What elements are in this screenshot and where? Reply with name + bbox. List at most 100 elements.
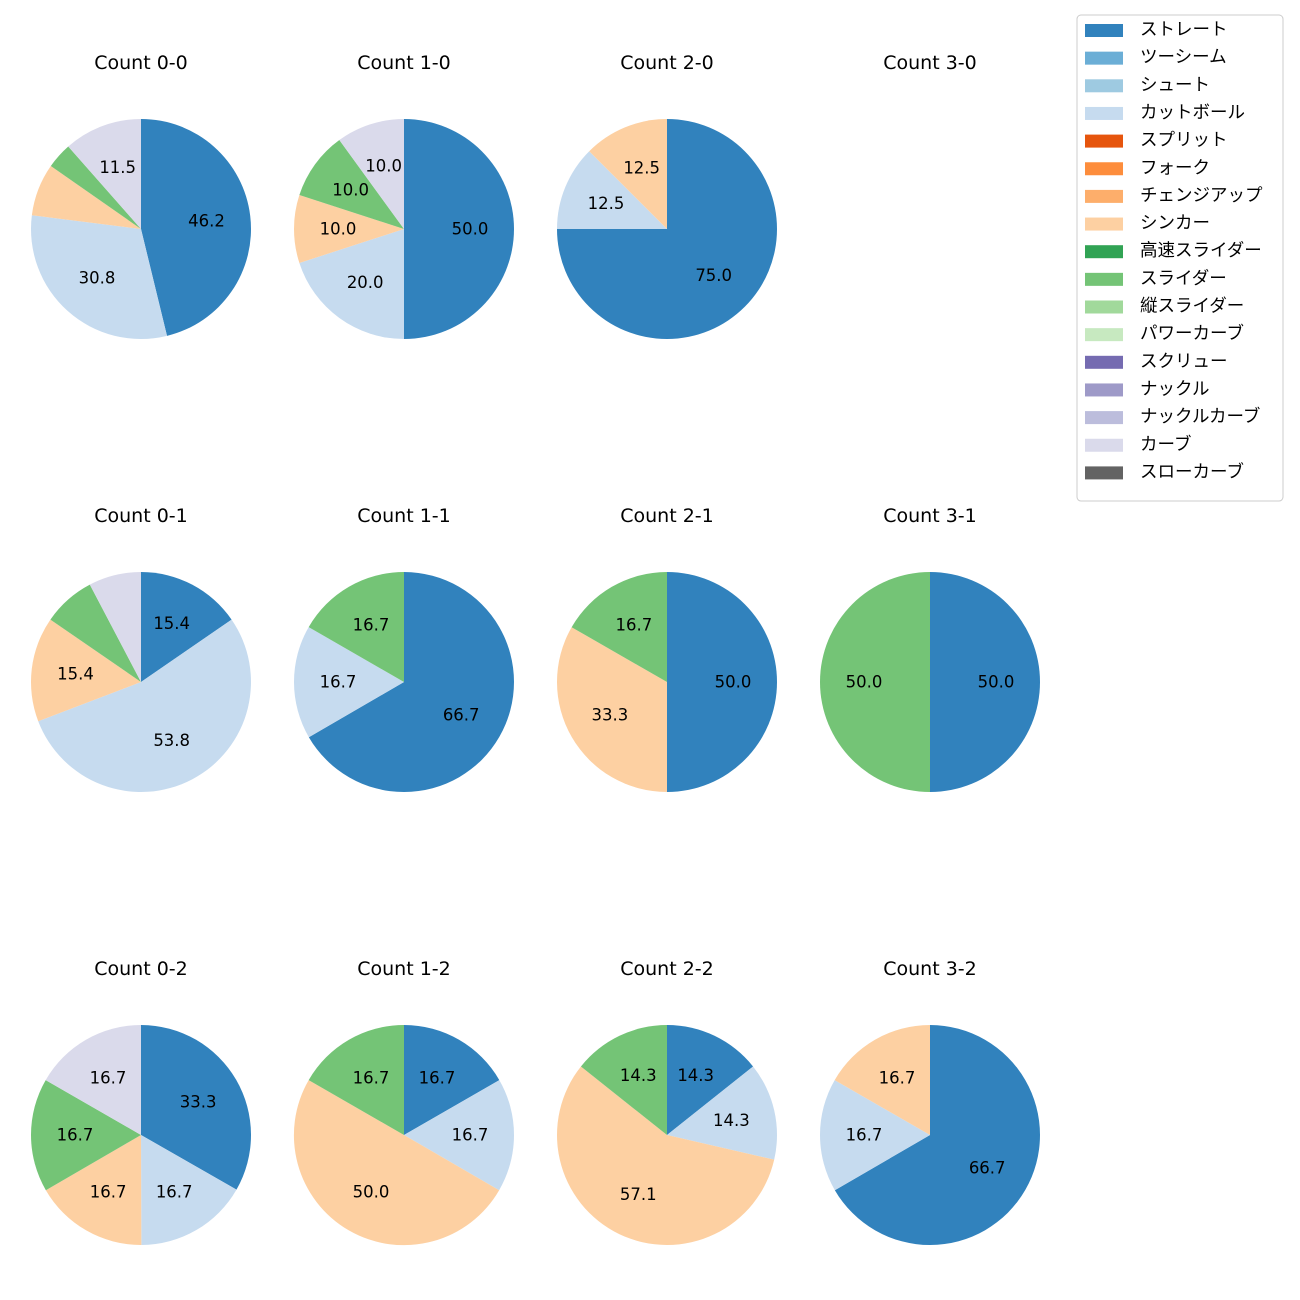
slice-value-label: 53.8 <box>153 731 190 750</box>
pie-slice <box>557 1066 775 1245</box>
legend-swatch <box>1085 106 1123 120</box>
pie-slice <box>404 1025 500 1135</box>
pie-slice <box>299 229 404 339</box>
legend-swatch <box>1085 355 1123 369</box>
pie-slice <box>141 1025 251 1190</box>
legend-label: スライダー <box>1140 269 1227 289</box>
pie-slice <box>339 119 404 229</box>
slice-value-label: 66.7 <box>443 705 480 724</box>
slice-value-label: 33.3 <box>592 706 629 725</box>
legend-label: カーブ <box>1140 434 1191 455</box>
pie-slice <box>68 119 141 229</box>
legend-label: フォーク <box>1140 158 1210 178</box>
panel-title: Count 0-1 <box>94 505 188 527</box>
slice-value-label: 16.7 <box>452 1126 489 1145</box>
pie-slice <box>31 166 141 229</box>
pie-slice <box>89 572 141 682</box>
pie-slice <box>45 1025 141 1135</box>
pie-slice <box>667 572 777 792</box>
slice-value-label: 16.7 <box>90 1183 127 1202</box>
pie-slice <box>31 215 168 339</box>
pie-panel: Count 2-0 75.0 12.5 12.5 <box>557 52 777 339</box>
slice-value-label: 15.4 <box>57 665 94 684</box>
legend-label: スローカーブ <box>1140 461 1244 482</box>
legend-swatch <box>1085 272 1123 286</box>
slice-value-label: 50.0 <box>715 673 752 692</box>
legend-swatch <box>1085 383 1123 397</box>
legend-swatch <box>1085 300 1123 314</box>
panel-title: Count 2-2 <box>620 958 714 980</box>
legend-label: 高速スライダー <box>1140 241 1262 261</box>
slice-value-label: 14.3 <box>677 1066 714 1085</box>
pie-slice <box>30 1080 141 1191</box>
legend-swatch <box>1085 411 1123 425</box>
pie-panel: Count 1-1 66.7 16.7 16.7 <box>293 505 514 792</box>
slice-value-label: 10.0 <box>332 181 369 200</box>
legend-label: カットボール <box>1140 103 1245 123</box>
panel-title: Count 1-0 <box>357 52 451 74</box>
pie-panel: Count 0-1 15.4 53.8 15.4 <box>30 505 251 792</box>
pie-slice <box>299 140 404 229</box>
legend-swatch <box>1085 438 1123 452</box>
slice-value-label: 16.7 <box>419 1068 456 1087</box>
legend-swatch <box>1085 24 1123 37</box>
legend-swatch <box>1085 217 1123 231</box>
pie-slice <box>667 1066 778 1160</box>
pie-slice <box>308 572 514 792</box>
legend-label: シンカー <box>1140 214 1210 234</box>
pie-slice <box>141 119 251 336</box>
slice-value-label: 16.7 <box>846 1126 883 1145</box>
slice-value-label: 16.7 <box>320 673 357 692</box>
pie-slice <box>589 119 667 229</box>
pie-slice <box>404 1080 515 1191</box>
slice-value-label: 16.7 <box>353 1068 390 1087</box>
pie-slice <box>834 1025 930 1135</box>
legend-label: ナックル <box>1140 379 1209 399</box>
slice-value-label: 16.7 <box>353 615 390 634</box>
pie-panel: Count 3-1 50.0 50.0 <box>820 505 1040 792</box>
slice-value-label: 66.7 <box>969 1158 1006 1177</box>
pie-slice <box>930 572 1040 792</box>
pie-panel: Count 2-1 50.0 33.3 16.7 <box>556 505 777 792</box>
panel-title: Count 2-0 <box>620 52 714 74</box>
pie-slice <box>308 572 404 682</box>
pie-panel: Count 0-2 33.3 16.7 16.7 16.7 16.7 <box>30 958 251 1246</box>
slice-value-label: 30.8 <box>79 269 116 288</box>
slice-value-label: 10.0 <box>365 157 402 176</box>
slice-value-label: 12.5 <box>623 159 660 178</box>
slice-value-label: 11.5 <box>99 158 136 177</box>
panel-title: Count 1-1 <box>357 505 451 527</box>
pie-slice <box>141 1135 237 1245</box>
slice-value-label: 12.5 <box>588 194 625 213</box>
legend-swatch <box>1085 51 1123 65</box>
panel-title: Count 3-0 <box>883 52 977 74</box>
slice-value-label: 16.7 <box>879 1068 916 1087</box>
pie-slice <box>141 572 232 682</box>
pie-slice <box>45 1135 142 1246</box>
panel-title: Count 0-2 <box>94 958 188 980</box>
panel-title: Count 0-0 <box>94 52 188 74</box>
legend-swatch <box>1085 189 1123 203</box>
legend-swatch <box>1085 79 1123 93</box>
pie-slice <box>571 572 667 682</box>
legend-label: ナックルカーブ <box>1140 406 1260 427</box>
pie-slice <box>580 1025 667 1135</box>
pie-slice <box>404 119 514 339</box>
slice-value-label: 16.7 <box>90 1068 127 1087</box>
pie-slice <box>557 151 667 229</box>
legend-swatch <box>1085 134 1123 148</box>
legend-swatch <box>1085 328 1123 342</box>
legend-label: シュート <box>1140 75 1210 95</box>
slice-value-label: 50.0 <box>846 673 883 692</box>
pie-slice <box>308 1025 404 1135</box>
slice-value-label: 20.0 <box>347 273 384 292</box>
pie-slice <box>293 1080 500 1246</box>
legend-label: ストレート <box>1140 20 1228 40</box>
slice-value-label: 14.3 <box>713 1111 750 1130</box>
legend-swatch <box>1085 245 1123 259</box>
slice-value-label: 16.7 <box>616 615 653 634</box>
panel-title: Count 3-1 <box>883 505 977 527</box>
legend-label: パワーカーブ <box>1140 323 1244 344</box>
pie-slice <box>667 1025 754 1135</box>
